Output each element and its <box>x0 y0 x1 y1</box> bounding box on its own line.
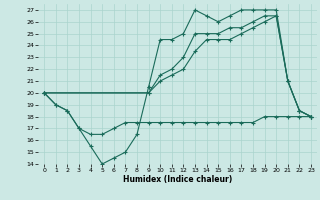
X-axis label: Humidex (Indice chaleur): Humidex (Indice chaleur) <box>123 175 232 184</box>
